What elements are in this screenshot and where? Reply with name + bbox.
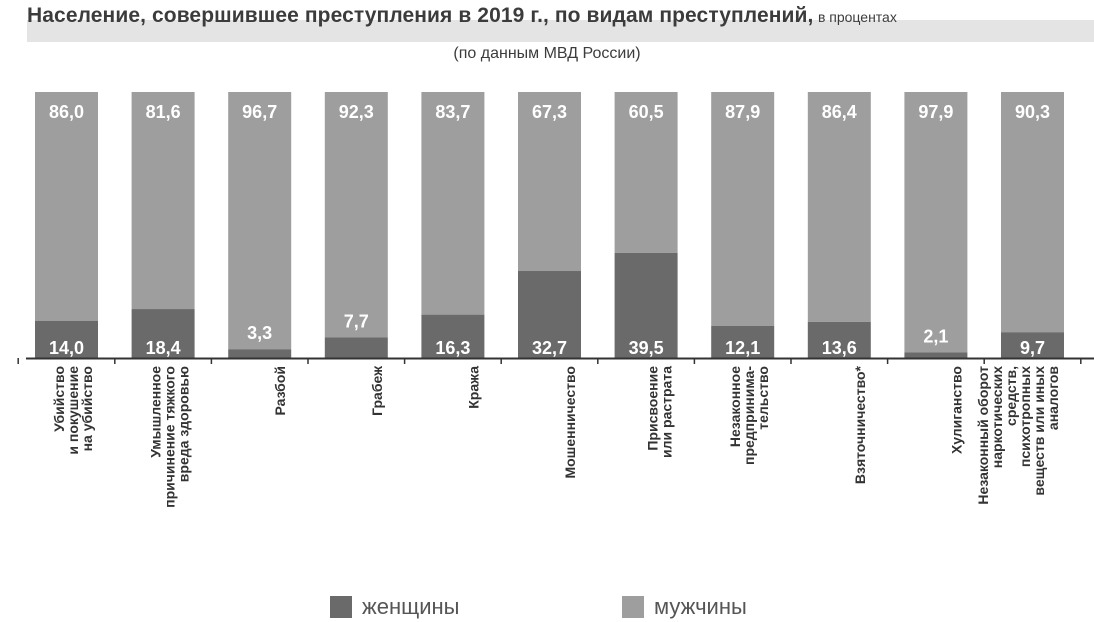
data-label-men-1: 81,6 bbox=[146, 102, 181, 122]
data-label-women-7: 12,1 bbox=[725, 338, 760, 358]
category-label-0-line-0: Убийство bbox=[51, 366, 67, 432]
bar-men-0 bbox=[35, 92, 98, 321]
data-label-men-2: 96,7 bbox=[242, 102, 277, 122]
bar-women-8 bbox=[807, 321, 871, 358]
bar-women-5 bbox=[518, 271, 581, 358]
category-label-8-line-0: Взяточничество* bbox=[852, 365, 868, 484]
data-label-women-9: 2,1 bbox=[923, 326, 948, 346]
data-label-men-4: 83,7 bbox=[435, 102, 470, 122]
bar-women-0 bbox=[35, 320, 98, 358]
data-label-men-0: 86,0 bbox=[49, 102, 84, 122]
data-label-women-10: 9,7 bbox=[1020, 338, 1045, 358]
bar-men-6 bbox=[614, 92, 678, 253]
category-label-6-line-1: или растрата bbox=[659, 366, 675, 458]
data-label-women-0: 14,0 bbox=[49, 338, 84, 358]
bar-women-10 bbox=[1001, 332, 1064, 358]
legend-swatch-men bbox=[622, 596, 644, 618]
data-label-women-2: 3,3 bbox=[247, 323, 272, 343]
data-label-men-10: 90,3 bbox=[1015, 102, 1050, 122]
category-label-7-line-0: Незаконное bbox=[727, 366, 743, 447]
data-label-women-1: 18,4 bbox=[146, 338, 181, 358]
data-label-men-8: 86,4 bbox=[822, 102, 857, 122]
bar-men-4 bbox=[421, 92, 485, 315]
data-label-women-4: 16,3 bbox=[435, 338, 470, 358]
category-label-1-line-1: причинение тяжкого bbox=[162, 366, 178, 508]
bar-men-3 bbox=[324, 92, 388, 338]
chart-subtitle: (по данным МВД России) bbox=[453, 45, 641, 62]
bar-men-8 bbox=[807, 92, 871, 322]
category-label-10-line-0: Незаконный оборот bbox=[975, 366, 991, 505]
bar-men-2 bbox=[228, 92, 292, 350]
data-label-women-6: 39,5 bbox=[629, 338, 664, 358]
data-label-men-9: 97,9 bbox=[918, 102, 953, 122]
category-label-3-line-0: Грабеж bbox=[369, 365, 385, 416]
legend-swatch-women bbox=[330, 596, 352, 618]
bar-men-7 bbox=[711, 92, 775, 326]
chart-title-line: Население, совершившее преступления в 20… bbox=[27, 4, 1094, 44]
bar-women-4 bbox=[421, 314, 485, 358]
title-highlight-band bbox=[27, 20, 1094, 42]
category-label-10-line-3: психотропных bbox=[1017, 366, 1033, 467]
chart-title-block: Население, совершившее преступления в 20… bbox=[0, 0, 1094, 62]
bar-men-5 bbox=[518, 92, 581, 272]
legend-label-women: женщины bbox=[362, 594, 460, 619]
category-label-6-line-0: Присвоение bbox=[645, 366, 661, 451]
category-label-2-line-0: Разбой bbox=[272, 366, 288, 416]
bar-women-7 bbox=[711, 325, 775, 358]
data-label-men-6: 60,5 bbox=[629, 102, 664, 122]
category-label-7-line-1: предпринима- bbox=[741, 366, 757, 465]
data-label-women-8: 13,6 bbox=[822, 338, 857, 358]
data-label-men-5: 67,3 bbox=[532, 102, 567, 122]
data-label-men-7: 87,9 bbox=[725, 102, 760, 122]
category-label-10-line-1: наркотических bbox=[989, 366, 1005, 468]
bar-women-3 bbox=[324, 337, 388, 358]
bar-men-9 bbox=[904, 92, 968, 353]
chart-units-note: в процентах bbox=[817, 9, 897, 25]
category-label-5-line-0: Мошенничество bbox=[562, 366, 578, 479]
category-label-10-line-5: аналогов bbox=[1045, 366, 1061, 430]
category-label-4-line-0: Кража bbox=[465, 366, 481, 409]
data-label-men-3: 92,3 bbox=[339, 102, 374, 122]
bar-women-6 bbox=[614, 252, 678, 358]
legend: женщины мужчины bbox=[0, 590, 1094, 620]
bar-women-1 bbox=[131, 309, 195, 358]
legend-label-men: мужчины bbox=[654, 594, 747, 619]
data-label-women-5: 32,7 bbox=[532, 338, 567, 358]
category-label-7-line-2: тельство bbox=[755, 366, 771, 430]
category-label-1-line-0: Умышленное bbox=[148, 366, 164, 458]
category-label-0-line-1: и покушение bbox=[65, 366, 81, 455]
bar-men-1 bbox=[131, 92, 195, 310]
bar-men-10 bbox=[1001, 92, 1064, 333]
category-label-0-line-2: на убийство bbox=[79, 366, 95, 451]
category-label-10-line-4: веществ или иных bbox=[1031, 366, 1047, 496]
data-label-women-3: 7,7 bbox=[344, 312, 369, 332]
category-label-9-line-0: Хулиганство bbox=[948, 366, 964, 454]
bar-women-9 bbox=[904, 352, 968, 358]
chart-title: Население, совершившее преступления в 20… bbox=[27, 4, 814, 27]
category-label-10-line-2: средств, bbox=[1003, 366, 1019, 426]
bar-women-2 bbox=[228, 349, 292, 358]
category-label-1-line-2: вреда здоровью bbox=[176, 366, 192, 482]
